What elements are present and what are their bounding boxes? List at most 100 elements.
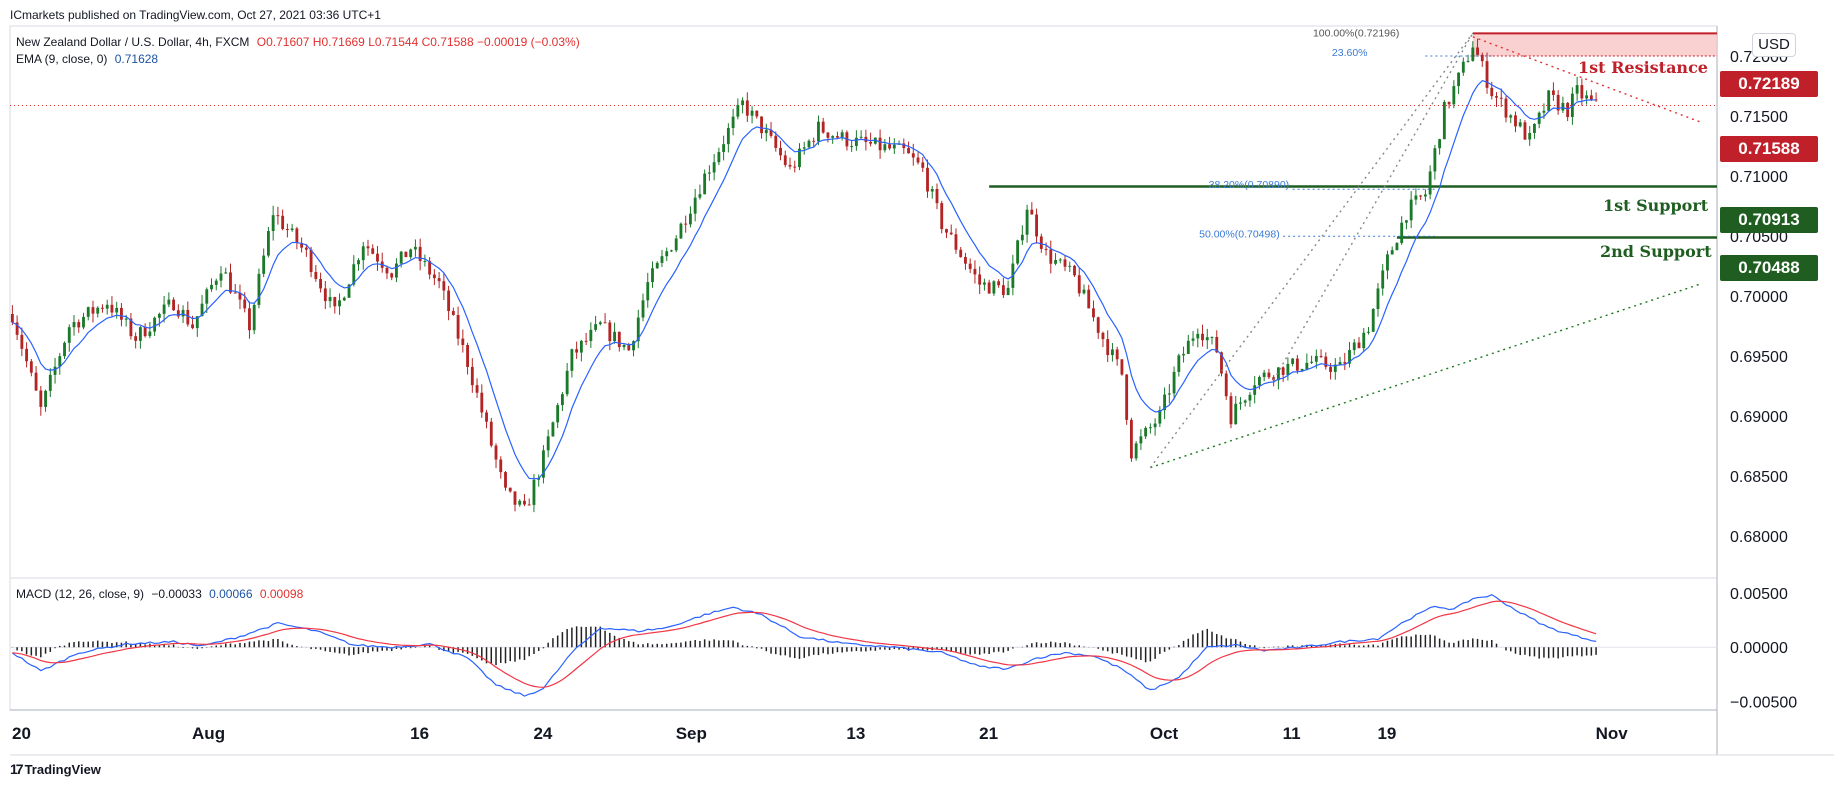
candle-body [655, 262, 659, 269]
candle-body [579, 340, 583, 353]
candle-body [911, 153, 915, 158]
candle-body [798, 148, 801, 168]
candle-body [987, 282, 991, 294]
fib-label: 50.00%(0.70498) [1199, 229, 1280, 241]
candle [494, 443, 498, 469]
candle [594, 315, 598, 332]
candle-body [997, 281, 1001, 286]
candle-body [1139, 436, 1143, 444]
candle-body [1319, 355, 1323, 357]
time-tick-label: Aug [192, 724, 225, 743]
candle-body [954, 234, 958, 250]
candle-body [651, 268, 654, 283]
candle [689, 206, 692, 228]
candle [1476, 38, 1479, 56]
candle-body [1580, 85, 1584, 99]
candle [1163, 387, 1167, 420]
candle [1049, 240, 1053, 274]
candle [598, 320, 602, 326]
candle [935, 183, 939, 210]
candle [698, 184, 702, 200]
candle [1343, 352, 1347, 371]
candle [760, 116, 763, 139]
time-tick-label: Nov [1596, 724, 1629, 743]
candle [338, 293, 341, 315]
candle [627, 342, 631, 351]
candle [1528, 125, 1532, 146]
candle-body [921, 162, 925, 168]
legend-ema: EMA (9, close, 0) 0.71628 [16, 52, 162, 66]
candle-body [1386, 254, 1389, 271]
candle-body [717, 152, 721, 163]
candle [731, 108, 735, 136]
candle-body [632, 341, 635, 351]
candle-body [670, 250, 673, 252]
candle [205, 287, 209, 313]
candle-body [831, 136, 835, 138]
candle [423, 254, 427, 267]
candle [1348, 342, 1351, 368]
candle-body [1106, 339, 1110, 356]
candle-body [29, 361, 33, 373]
candle-body [1201, 333, 1204, 341]
candle [1404, 219, 1408, 230]
candle [91, 300, 95, 323]
candle [1276, 367, 1280, 390]
candle [679, 222, 683, 239]
candle-body [622, 345, 626, 348]
candle-body [1006, 287, 1010, 296]
candle [1101, 331, 1105, 348]
candle-body [949, 232, 953, 235]
candle [1286, 357, 1290, 381]
candle-body [869, 141, 873, 144]
candle-body [1490, 87, 1494, 97]
candle [850, 140, 854, 152]
macd-pane[interactable] [9, 577, 1718, 711]
currency-button[interactable]: USD [1752, 33, 1796, 57]
tradingview-logo[interactable]: 17 TradingView [10, 761, 101, 777]
time-tick-label: 16 [410, 724, 429, 743]
candle-body [1153, 423, 1157, 428]
candle-body [110, 304, 114, 313]
candle [58, 352, 62, 375]
candle-body [1267, 372, 1271, 378]
candle [86, 306, 90, 321]
candle-body [764, 129, 768, 134]
candle-body [1314, 355, 1318, 362]
candle-body [698, 194, 702, 198]
candle-body [1087, 289, 1091, 309]
candle [1310, 355, 1314, 365]
candle [271, 205, 275, 241]
candle [788, 157, 792, 170]
candle [442, 273, 446, 301]
candle [783, 150, 787, 168]
candle [798, 143, 801, 171]
candle-body [309, 249, 313, 272]
legend-symbol: New Zealand Dollar / U.S. Dollar, 4h, FX… [16, 35, 250, 49]
candle [902, 138, 906, 154]
candle-body [1120, 359, 1124, 375]
candle-body [120, 307, 123, 320]
price-pane[interactable] [9, 25, 1718, 579]
candle [44, 389, 47, 412]
candle [1589, 89, 1593, 102]
candle-body [575, 349, 579, 353]
candle-body [1533, 123, 1536, 133]
candle-body [1077, 275, 1081, 294]
candle [916, 152, 920, 165]
candle-body [907, 148, 910, 154]
candle-body [1044, 248, 1048, 250]
candle-body [1167, 393, 1171, 395]
candle-body [328, 297, 332, 302]
candle [1129, 417, 1133, 462]
candle-body [1409, 199, 1413, 221]
candle [1030, 202, 1034, 215]
candle-body [1243, 400, 1247, 403]
candle [556, 402, 560, 428]
candle [248, 301, 251, 339]
candle [67, 324, 71, 352]
candle-body [371, 248, 375, 254]
candle [1442, 99, 1446, 140]
candle [1063, 255, 1067, 272]
